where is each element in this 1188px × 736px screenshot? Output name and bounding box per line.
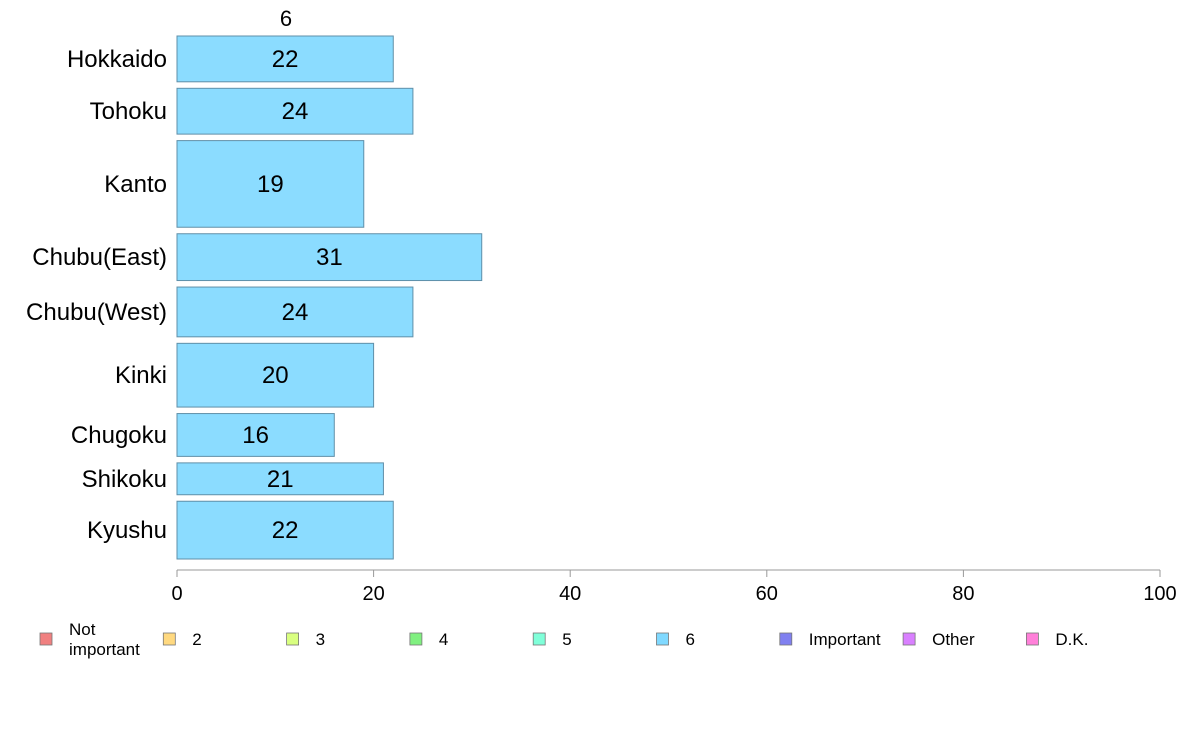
x-tick-label: 60 [756, 583, 778, 605]
bar-value-label: 31 [316, 244, 343, 271]
bar-value-label: 24 [282, 299, 309, 326]
bar-shikoku [176, 462, 384, 496]
legend-swatch [39, 632, 53, 646]
legend-swatch [286, 632, 300, 646]
legend-label: Important [809, 630, 881, 649]
bar-hokkaido [176, 35, 394, 83]
legend-swatch [532, 632, 546, 646]
bar-value-label: 24 [282, 98, 309, 125]
bar-chugoku [176, 413, 335, 457]
x-tick-label: 40 [559, 583, 581, 605]
bar-chubu-west- [176, 286, 414, 338]
category-label: Kanto [104, 171, 167, 198]
bar-tohoku [176, 87, 414, 135]
legend-swatch [409, 632, 423, 646]
legend-swatch [779, 632, 793, 646]
bars-group: 22 24 19 31 24 20 16 21 22 [176, 35, 483, 560]
bar-value-label: 19 [257, 171, 284, 198]
column-label: 6 [280, 6, 292, 31]
category-label: Kyushu [87, 517, 167, 544]
legend-label: 5 [562, 630, 571, 649]
bar-value-label: 21 [267, 466, 294, 493]
legend-label: Not important [69, 620, 140, 659]
legend-swatch [1026, 632, 1039, 646]
legend-label: 3 [316, 630, 325, 649]
category-label: Chubu(East) [32, 244, 167, 271]
category-labels: Hokkaido Tohoku Kanto Chubu(East) Chubu(West… [26, 46, 167, 544]
x-axis: 0 20 40 60 80 100 [171, 569, 1177, 605]
category-label: Kinki [115, 362, 167, 389]
bar-kyushu [176, 500, 394, 560]
category-label: Hokkaido [67, 46, 167, 73]
legend-label: 6 [686, 630, 695, 649]
bar-value-label: 22 [272, 517, 299, 544]
bar-value-label: 16 [242, 422, 269, 449]
legend-swatch [656, 632, 669, 646]
x-tick-label: 80 [952, 583, 974, 605]
bar-value-label: 22 [272, 46, 299, 73]
category-label: Shikoku [82, 466, 167, 493]
category-label: Tohoku [90, 98, 167, 125]
legend-swatch [162, 632, 176, 646]
legend-swatch [902, 632, 916, 646]
legend-label: Other [932, 630, 975, 649]
category-label: Chugoku [71, 422, 167, 449]
x-tick-label: 20 [362, 583, 384, 605]
bar-kanto [176, 140, 365, 228]
legend: Not important 2 3 4 5 6 Important Other D.K. [39, 620, 1088, 659]
category-label: Chubu(West) [26, 299, 167, 326]
legend-label: 2 [192, 630, 201, 649]
legend-label: D.K. [1055, 630, 1088, 649]
legend-label: 4 [439, 630, 448, 649]
x-tick-label: 0 [171, 583, 182, 605]
bar-kinki [176, 342, 375, 408]
bar-value-label: 20 [262, 362, 289, 389]
bar-chubu-east- [176, 233, 483, 282]
x-tick-label: 100 [1143, 583, 1176, 605]
